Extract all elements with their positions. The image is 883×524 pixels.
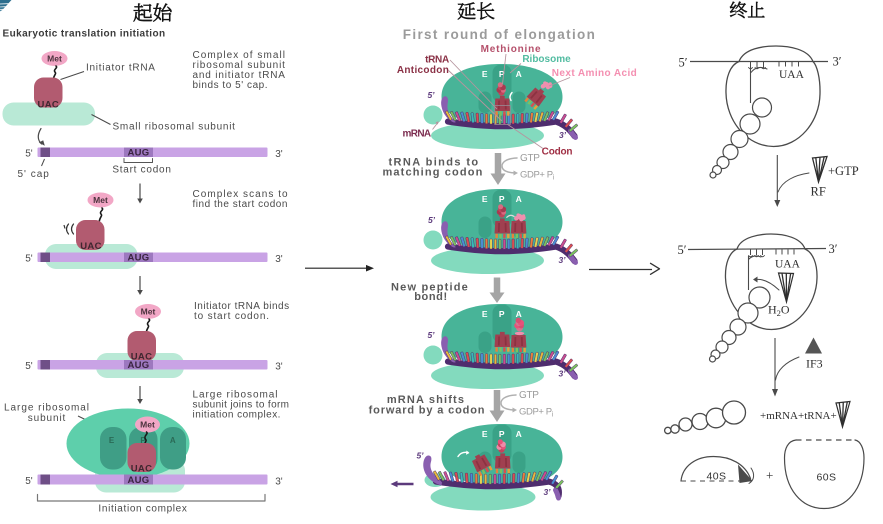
svg-text:UAC: UAC [131, 464, 152, 475]
svg-text:5': 5' [25, 476, 33, 487]
svg-text:First round of elongation: First round of elongation [403, 27, 596, 42]
svg-text:Next Amino Acid: Next Amino Acid [552, 68, 637, 79]
svg-text:5’: 5’ [427, 90, 435, 100]
svg-text:P: P [140, 436, 146, 445]
svg-text:GDP+ Pi: GDP+ Pi [520, 170, 555, 182]
svg-text:P: P [499, 429, 505, 439]
svg-text:Methionine: Methionine [481, 44, 542, 55]
svg-text:Initiator tRNA: Initiator tRNA [86, 63, 156, 74]
svg-text:UAA: UAA [775, 259, 801, 271]
svg-text:IF3: IF3 [806, 357, 823, 371]
svg-text:forward by a codon: forward by a codon [369, 405, 486, 417]
svg-text:E: E [482, 69, 488, 79]
svg-text:Met: Met [140, 420, 155, 430]
svg-text:tRNA binds to: tRNA binds to [388, 157, 479, 169]
svg-text:3′: 3′ [833, 55, 842, 69]
svg-text:Initiator tRNA binds: Initiator tRNA binds [194, 301, 290, 312]
svg-text:subunit: subunit [28, 413, 66, 424]
svg-text:3’: 3’ [559, 130, 567, 140]
svg-text:3': 3' [275, 149, 283, 160]
svg-text:+GTP: +GTP [828, 164, 859, 178]
svg-text:find the start codon: find the start codon [193, 199, 288, 210]
svg-text:Ribosome: Ribosome [522, 54, 571, 65]
svg-text:Codon: Codon [542, 147, 573, 158]
svg-text:Small ribosomal subunit: Small ribosomal subunit [113, 122, 236, 133]
svg-text:GTP: GTP [520, 153, 540, 164]
svg-text:initiation complex.: initiation complex. [193, 410, 281, 421]
svg-text:Met: Met [93, 195, 108, 205]
svg-text:A: A [516, 69, 522, 79]
svg-text:UAC: UAC [131, 351, 152, 362]
svg-text:UAA: UAA [779, 69, 805, 81]
svg-text:AUG: AUG [127, 360, 149, 371]
svg-text:P: P [499, 194, 505, 204]
svg-text:5': 5' [25, 253, 33, 264]
svg-text:matching codon: matching codon [382, 167, 483, 179]
svg-text:3': 3' [275, 361, 283, 372]
svg-text:subunit joins to form: subunit joins to form [193, 400, 290, 411]
svg-text:Initiation complex: Initiation complex [98, 504, 187, 515]
svg-text:GTP: GTP [519, 390, 539, 401]
svg-text:Anticodon: Anticodon [397, 65, 449, 76]
svg-text:mRNA: mRNA [403, 129, 431, 140]
svg-text:5′: 5′ [679, 56, 688, 70]
svg-text:and initiator tRNA: and initiator tRNA [193, 70, 286, 81]
svg-text:RF: RF [811, 185, 826, 199]
svg-text:3′: 3′ [829, 242, 838, 256]
svg-text:tRNA: tRNA [425, 55, 449, 66]
svg-text:3’: 3’ [543, 487, 551, 497]
svg-text:5' cap: 5' cap [18, 169, 50, 180]
svg-text:AUG: AUG [127, 147, 149, 158]
svg-text:40S: 40S [707, 471, 727, 483]
svg-text:P: P [499, 309, 505, 319]
svg-text:E: E [482, 429, 488, 439]
svg-text:New peptide: New peptide [391, 282, 469, 294]
svg-text:H2O: H2O [768, 303, 790, 319]
svg-text:E: E [482, 194, 488, 204]
svg-text:A: A [516, 194, 522, 204]
svg-text:E: E [482, 309, 488, 319]
svg-text:Large ribosomal: Large ribosomal [193, 390, 279, 401]
svg-text:binds to 5' cap.: binds to 5' cap. [193, 80, 269, 91]
svg-text:5': 5' [25, 361, 33, 372]
svg-text:3': 3' [275, 476, 283, 487]
svg-text:A: A [516, 309, 522, 319]
svg-text:+: + [766, 468, 773, 483]
svg-text:3’: 3’ [558, 255, 566, 265]
svg-text:+mRNA+tRNA+: +mRNA+tRNA+ [760, 410, 837, 422]
svg-text:mRNA shifts: mRNA shifts [387, 394, 465, 406]
svg-text:Met: Met [47, 54, 62, 64]
svg-text:60S: 60S [817, 472, 837, 484]
svg-text:bond!: bond! [414, 291, 448, 303]
svg-text:AUG: AUG [127, 252, 149, 263]
svg-text:E: E [109, 436, 115, 445]
svg-text:3’: 3’ [558, 369, 566, 379]
svg-text:Complex of small: Complex of small [193, 50, 287, 61]
svg-text:GDP+ Pi: GDP+ Pi [519, 407, 554, 419]
svg-text:ribosomal subunit: ribosomal subunit [193, 60, 286, 71]
svg-text:5’: 5’ [427, 330, 435, 340]
svg-text:Complex scans to: Complex scans to [193, 189, 289, 200]
svg-text:Start codon: Start codon [112, 165, 171, 176]
svg-text:UAC: UAC [38, 100, 59, 111]
svg-text:Met: Met [141, 307, 156, 317]
svg-text:AUG: AUG [127, 475, 149, 486]
svg-text:to start codon.: to start codon. [194, 311, 270, 322]
svg-text:5′: 5′ [678, 243, 687, 257]
svg-text:5’: 5’ [416, 451, 424, 461]
svg-text:A: A [516, 429, 522, 439]
svg-text:P: P [499, 69, 505, 79]
svg-text:Large ribosomal: Large ribosomal [4, 403, 90, 414]
svg-text:Eukaryotic translation initiat: Eukaryotic translation initiation [3, 29, 166, 40]
svg-text:5’: 5’ [428, 215, 436, 225]
svg-text:UAC: UAC [80, 241, 101, 252]
svg-text:A: A [170, 436, 176, 445]
svg-text:3': 3' [275, 254, 283, 265]
svg-text:5': 5' [25, 148, 33, 159]
